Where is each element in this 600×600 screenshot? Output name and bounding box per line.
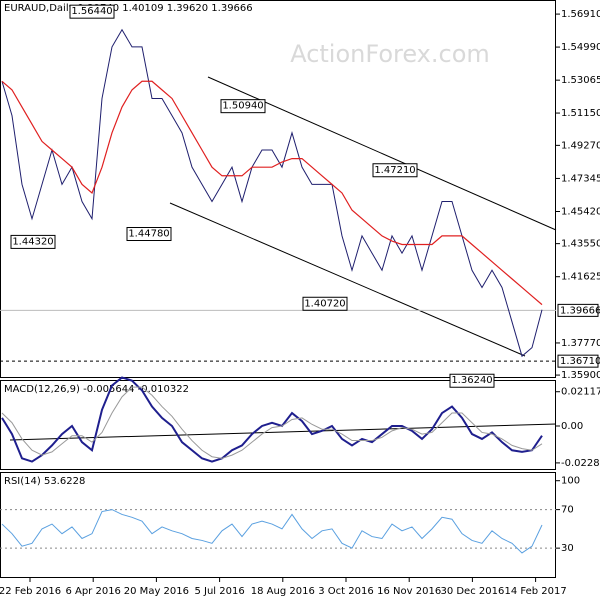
- x-tick-label: 16 Nov 2016: [377, 586, 441, 597]
- price-annotation-box: [220, 99, 266, 114]
- y-tick-label: 1.41625: [561, 272, 600, 283]
- y-tick-label: 1.47345: [561, 173, 600, 184]
- y-tick-label: 1.35900: [561, 370, 600, 381]
- y-tick-label: 1.54990: [561, 42, 600, 53]
- support-box: [557, 354, 599, 368]
- price-annotation: 1.47210: [374, 165, 415, 176]
- y-tick-label: 70: [561, 505, 574, 516]
- y-tick-label: 100: [561, 476, 580, 487]
- y-tick-label: -0.022814: [561, 458, 600, 469]
- macd-label: MACD(12,26,9) -0.005644 -0.010322: [4, 384, 189, 395]
- watermark: ActionForex.com: [290, 40, 490, 68]
- x-tick-label: 30 Dec 2016: [440, 586, 504, 597]
- x-tick-label: 3 Oct 2016: [318, 586, 373, 597]
- rsi-line: [1, 509, 543, 554]
- y-tick-label: 1.37770: [561, 338, 600, 349]
- macd-panel: [0, 380, 556, 470]
- price-line: [1, 28, 543, 358]
- y-tick-label: 30: [561, 543, 574, 554]
- price-annotation-box: [449, 373, 495, 388]
- price-annotation-box: [10, 234, 56, 249]
- channel-upper: [207, 76, 557, 231]
- y-tick-label: 0.00: [561, 421, 583, 432]
- x-tick-label: 22 Feb 2016: [0, 586, 61, 597]
- price-annotation: 1.40720: [304, 298, 345, 309]
- rsi-panel: [0, 472, 556, 578]
- price-annotation: 1.36240: [451, 375, 492, 386]
- macd-trendline: [9, 423, 557, 441]
- y-tick-label: 0.021171: [561, 387, 600, 398]
- y-tick-label: 1.45420: [561, 207, 600, 218]
- price-annotation-box: [302, 296, 348, 311]
- x-tick-label: 18 Aug 2016: [251, 586, 315, 597]
- y-tick-label: 1.51150: [561, 108, 600, 119]
- x-tick-label: 14 Feb 2017: [504, 586, 566, 597]
- macd-line: [1, 376, 543, 463]
- x-tick-label: 6 Apr 2016: [65, 586, 120, 597]
- last-price-label: 1.39666: [560, 305, 600, 316]
- rsi-label: RSI(14) 53.6228: [4, 476, 85, 487]
- support-label: 1.36710: [560, 356, 600, 367]
- moving-average: [1, 80, 543, 306]
- price-annotation: 1.44780: [128, 229, 169, 240]
- price-annotation-box: [69, 4, 115, 19]
- price-annotation-box: [126, 227, 172, 242]
- y-tick-label: 1.49270: [561, 140, 600, 151]
- price-annotation: 1.56440: [71, 6, 112, 17]
- price-annotation: 1.50940: [222, 101, 263, 112]
- y-tick-label: 1.56910: [561, 9, 600, 20]
- price-annotation-box: [372, 163, 418, 178]
- signal-line: [1, 386, 543, 459]
- x-tick-label: 5 Jul 2016: [194, 586, 244, 597]
- chart-title: EURAUD,Daily 1.39740 1.40109 1.39620 1.3…: [4, 3, 253, 14]
- y-tick-label: 1.43550: [561, 239, 600, 250]
- channel-lower: [169, 202, 526, 357]
- price-annotation: 1.44320: [12, 236, 53, 247]
- x-tick-label: 20 May 2016: [124, 586, 189, 597]
- price-panel: [0, 0, 556, 378]
- last-price-box: [557, 303, 599, 317]
- y-tick-label: 1.53065: [561, 75, 600, 86]
